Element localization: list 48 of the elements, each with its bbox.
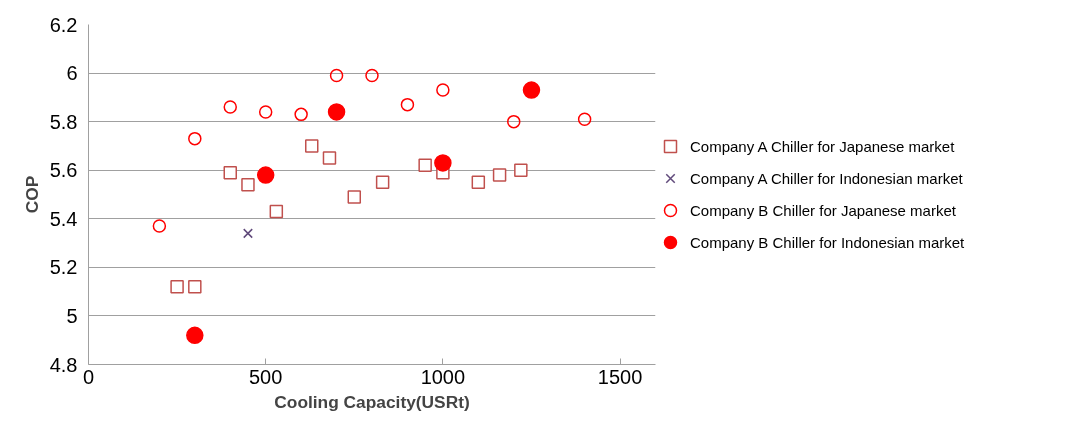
y-tick-label: 5 (66, 304, 78, 327)
point (186, 326, 204, 345)
legend-label: Company B Chiller for Indonesian market (690, 233, 965, 251)
point (434, 154, 452, 172)
legend-label: Company A Chiller for Japanese market (690, 137, 955, 155)
x-tick-label: 500 (249, 365, 283, 388)
point (269, 204, 284, 219)
point (258, 105, 273, 119)
point (223, 100, 237, 114)
point (347, 190, 362, 204)
x-tick-label: 1000 (420, 365, 466, 388)
point (365, 68, 379, 83)
y-tick-label: 5.2 (49, 256, 78, 279)
point (577, 112, 592, 126)
point (514, 163, 528, 177)
point (522, 81, 541, 99)
point (152, 219, 167, 233)
y-axis-title: COP (21, 175, 42, 214)
point (305, 139, 319, 153)
y-tick-label: 5.8 (49, 110, 78, 133)
y-tick-label: 5.6 (49, 159, 78, 182)
point (188, 280, 202, 294)
point (322, 151, 337, 165)
point (329, 68, 344, 83)
point (327, 103, 346, 121)
point (223, 165, 237, 180)
point (436, 83, 450, 97)
y-tick-label: 6 (66, 62, 78, 85)
point (400, 97, 415, 112)
point (492, 168, 507, 182)
point (294, 107, 308, 122)
point (256, 166, 275, 184)
y-tick-label: 6.2 (49, 13, 78, 36)
x-axis-title: Cooling Capacity(USRt) (274, 391, 470, 412)
point (188, 131, 202, 146)
point (471, 175, 486, 190)
point (242, 228, 253, 239)
point (507, 114, 521, 129)
y-tick-label: 4.8 (49, 353, 78, 376)
y-tick-label: 5.4 (49, 207, 78, 230)
point (241, 178, 255, 192)
point (375, 175, 390, 190)
x-tick-label: 0 (82, 365, 95, 388)
point (418, 158, 432, 173)
legend-label: Company A Chiller for Indonesian market (690, 169, 963, 187)
legend-label: Company B Chiller for Japanese market (690, 201, 956, 219)
point (170, 280, 184, 294)
x-tick-label: 1500 (597, 365, 643, 388)
